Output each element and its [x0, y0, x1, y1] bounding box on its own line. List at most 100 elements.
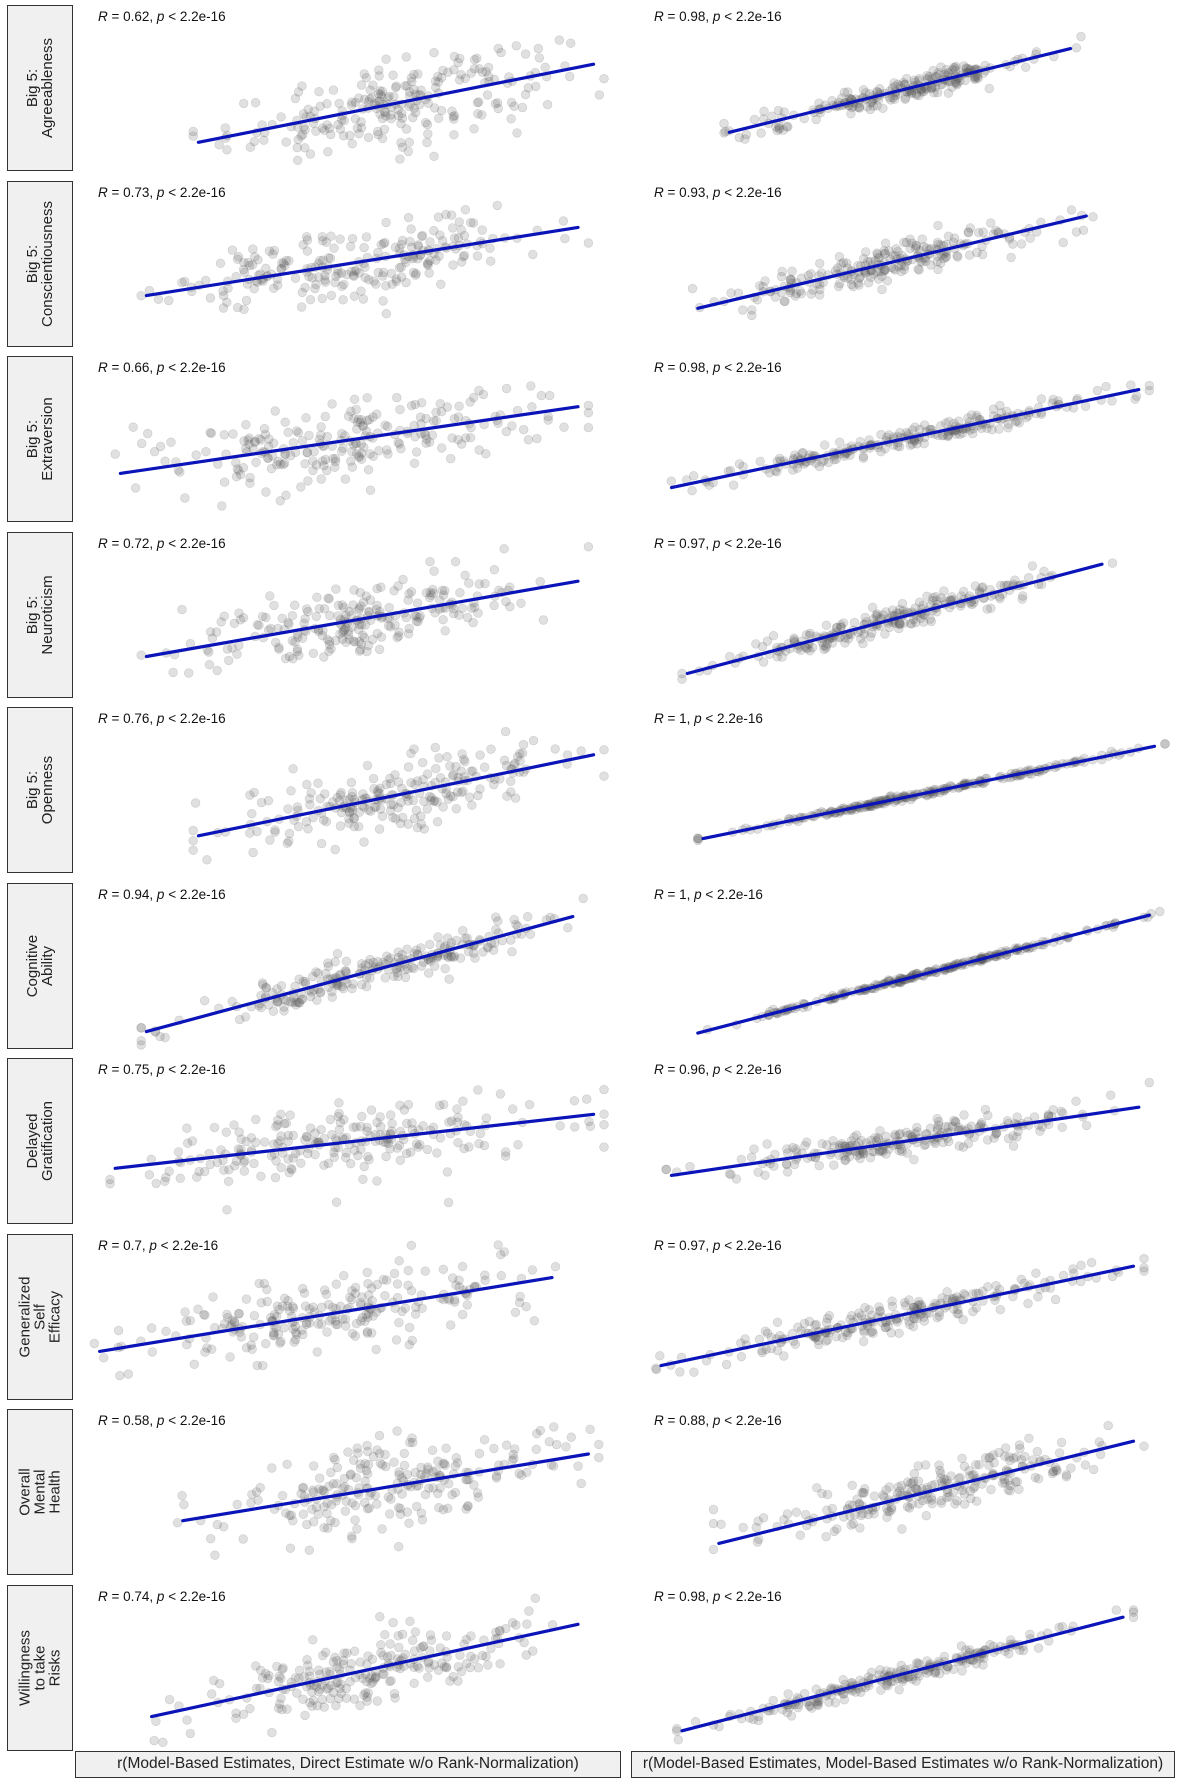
data-point	[893, 79, 903, 90]
data-point	[939, 253, 949, 263]
scatter-points	[188, 35, 609, 166]
data-point	[351, 1472, 361, 1483]
data-point	[363, 1446, 373, 1457]
data-point	[301, 1319, 312, 1329]
data-point	[428, 1483, 438, 1493]
data-point	[339, 624, 349, 635]
data-point	[832, 622, 842, 632]
data-point	[887, 1301, 898, 1311]
data-point	[949, 232, 960, 243]
data-point	[290, 1321, 301, 1331]
data-point	[520, 89, 531, 100]
data-point	[407, 961, 417, 972]
data-point	[970, 580, 980, 591]
data-point	[788, 1142, 798, 1153]
data-point	[876, 429, 886, 440]
data-point	[795, 1530, 806, 1540]
data-point	[435, 1133, 446, 1143]
data-point	[246, 1498, 256, 1508]
data-point	[505, 601, 515, 611]
data-point	[397, 108, 407, 119]
data-point	[403, 1280, 413, 1290]
data-point	[881, 1679, 891, 1690]
data-point	[536, 390, 546, 401]
data-point	[468, 947, 479, 958]
data-point	[860, 88, 871, 98]
data-point	[181, 1315, 192, 1326]
data-point	[458, 925, 468, 935]
data-point	[364, 1154, 374, 1165]
data-point	[356, 439, 366, 449]
data-point	[227, 244, 238, 255]
data-point	[276, 1109, 286, 1119]
data-point	[1048, 1466, 1058, 1477]
data-point	[367, 1327, 377, 1338]
data-point	[353, 414, 364, 424]
data-point	[285, 1543, 296, 1553]
scatter-plot-area	[136, 541, 594, 678]
data-point	[423, 259, 433, 270]
data-point	[1000, 1451, 1010, 1461]
data-point	[472, 250, 483, 261]
data-point	[411, 944, 422, 955]
data-point	[422, 1144, 433, 1155]
data-point	[552, 1439, 562, 1450]
data-point	[943, 431, 953, 442]
data-point	[918, 599, 928, 610]
row-strip: Cognitive Ability	[7, 882, 73, 1049]
data-point	[445, 1675, 455, 1686]
data-point	[324, 1481, 334, 1492]
data-point	[912, 1127, 922, 1137]
data-point	[229, 1120, 239, 1130]
data-point	[456, 224, 466, 235]
data-point	[349, 394, 360, 404]
data-point	[585, 1121, 596, 1132]
data-point	[342, 1647, 352, 1658]
data-point	[545, 390, 555, 401]
row-strip: Big 5: Extraversion	[7, 356, 73, 522]
data-point	[338, 983, 348, 993]
data-point	[153, 294, 164, 304]
data-point	[585, 1424, 595, 1434]
data-point	[397, 1306, 407, 1316]
data-point	[413, 69, 423, 79]
data-point	[458, 786, 468, 796]
data-point	[360, 272, 370, 282]
data-point	[262, 1296, 272, 1306]
data-point	[483, 1659, 493, 1670]
data-point	[1054, 1622, 1064, 1632]
data-point	[248, 847, 258, 858]
data-point	[867, 1325, 878, 1336]
data-point	[882, 275, 893, 286]
data-point	[408, 795, 418, 806]
data-point	[243, 257, 253, 267]
data-point	[277, 1704, 287, 1714]
data-point	[846, 274, 856, 284]
data-point	[231, 457, 241, 468]
data-point	[869, 1491, 880, 1501]
data-point	[856, 1687, 866, 1697]
data-point	[1025, 232, 1035, 243]
data-point	[130, 483, 141, 493]
data-point	[900, 94, 910, 105]
data-point	[779, 1350, 789, 1361]
data-point	[496, 1270, 506, 1280]
data-point	[291, 999, 301, 1010]
data-point	[402, 1507, 412, 1517]
data-point	[358, 596, 369, 607]
data-point	[959, 1489, 970, 1499]
data-point	[971, 1460, 981, 1470]
data-point	[204, 646, 214, 657]
data-point	[331, 1197, 342, 1207]
data-point	[401, 124, 412, 134]
data-point	[367, 634, 378, 644]
data-point	[304, 1545, 315, 1555]
data-point	[416, 85, 426, 95]
data-point	[821, 620, 832, 630]
data-point	[468, 217, 479, 228]
data-point	[356, 619, 367, 629]
data-point	[508, 1449, 518, 1460]
data-point	[465, 792, 475, 802]
data-point	[959, 586, 969, 596]
data-point	[416, 942, 426, 953]
